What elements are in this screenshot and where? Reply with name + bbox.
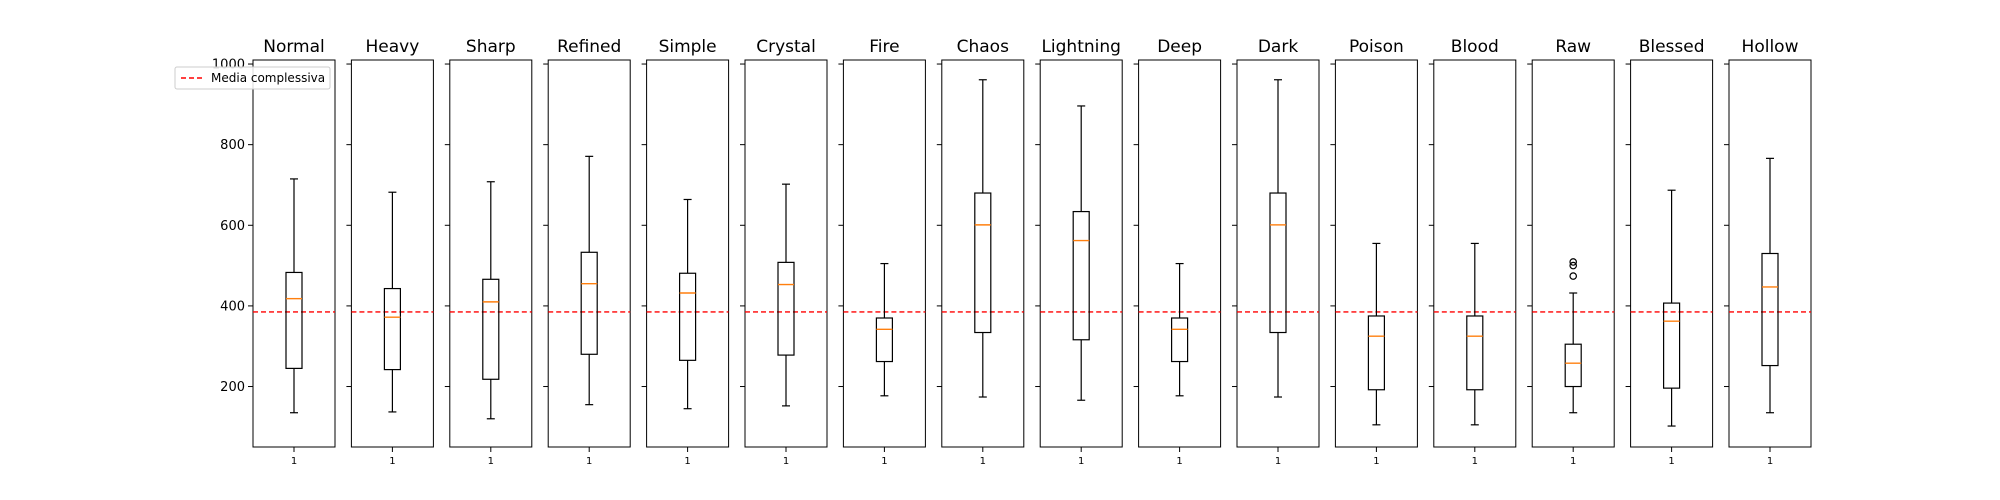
outlier-point: [1569, 272, 1578, 280]
x-tick-label: 1: [1176, 456, 1182, 467]
iqr-box: [1170, 317, 1189, 363]
x-tick-label: 1: [1078, 456, 1084, 467]
outlier-point: [1569, 258, 1578, 266]
y-tick-label: 600: [220, 219, 245, 234]
iqr-box: [482, 278, 500, 380]
panel-raw: Raw 1: [1527, 37, 1615, 467]
panel-title: Dark: [1258, 37, 1298, 57]
outlier-point: [1569, 261, 1578, 270]
panel-title: Blood: [1451, 37, 1499, 57]
iqr-box: [285, 271, 303, 369]
legend-box: [174, 66, 331, 90]
panel-title: Sharp: [466, 37, 516, 57]
iqr-box: [1564, 343, 1582, 388]
x-tick-label: 1: [684, 456, 690, 467]
panel-crystal: Crystal 1: [740, 37, 828, 467]
x-tick-label: 1: [980, 456, 986, 467]
iqr-box: [1072, 210, 1090, 341]
panel-fire: Fire 1: [838, 37, 926, 467]
x-tick-label: 1: [1472, 456, 1478, 467]
panel-dark: Dark 1: [1232, 37, 1320, 467]
panel-title: Poison: [1349, 37, 1404, 57]
panels-group: Normal20040060080010001Heavy1Sharp1Refin…: [212, 37, 1812, 467]
x-tick-label: 1: [783, 456, 789, 467]
x-tick-label: 1: [1373, 456, 1379, 467]
x-tick-label: 1: [1668, 456, 1674, 467]
panel-blessed: Blessed 1: [1625, 37, 1714, 467]
x-tick-label: 1: [881, 456, 887, 467]
panel-title: Refined: [557, 37, 621, 57]
panel-simple: Simple 1: [641, 37, 730, 467]
legend-label: Media complessiva: [211, 71, 325, 85]
panel-poison: Poison 1: [1330, 37, 1418, 467]
panel-deep: Deep 1: [1133, 37, 1222, 467]
x-tick-label: 1: [389, 456, 395, 467]
panel-title: Deep: [1157, 37, 1202, 57]
iqr-box: [1367, 315, 1386, 391]
panel-heavy: Heavy 1: [346, 37, 434, 467]
x-tick-label: 1: [1767, 456, 1773, 467]
iqr-box: [383, 287, 401, 371]
panel-lightning: Lightning 1: [1035, 37, 1123, 467]
panel-blood: Blood 1: [1428, 37, 1517, 467]
x-tick-label: 1: [1275, 456, 1281, 467]
iqr-box: [875, 317, 894, 363]
x-tick-label: 1: [291, 456, 297, 467]
iqr-box: [580, 251, 598, 355]
panel-title: Crystal: [756, 37, 816, 57]
iqr-box: [678, 272, 697, 361]
panel-refined: Refined 1: [543, 37, 631, 467]
iqr-box: [1466, 315, 1484, 391]
iqr-box: [777, 261, 795, 356]
panel-title: Lightning: [1041, 37, 1121, 57]
panel-chaos: Chaos 1: [936, 37, 1025, 467]
panel-title: Heavy: [366, 37, 420, 57]
iqr-box: [1662, 302, 1681, 389]
y-tick-label: 400: [220, 299, 245, 314]
panel-sharp: Sharp 1: [444, 37, 533, 467]
panel-title: Chaos: [957, 37, 1009, 57]
panel-title: Blessed: [1639, 37, 1705, 57]
x-tick-label: 1: [1570, 456, 1576, 467]
y-tick-label: 800: [220, 138, 245, 153]
panel-title: Normal: [263, 37, 325, 57]
legend: Media complessiva: [174, 66, 331, 90]
iqr-box: [1269, 192, 1287, 334]
panel-title: Raw: [1555, 37, 1591, 57]
iqr-box: [1761, 252, 1779, 367]
panel-title: Simple: [659, 37, 717, 57]
panel-title: Hollow: [1742, 37, 1799, 57]
panel-title: Fire: [869, 37, 899, 57]
x-tick-label: 1: [488, 456, 494, 467]
y-tick-label: 200: [220, 380, 245, 395]
panel-hollow: Hollow 1: [1724, 37, 1812, 467]
iqr-box: [974, 192, 992, 334]
x-tick-label: 1: [586, 456, 592, 467]
